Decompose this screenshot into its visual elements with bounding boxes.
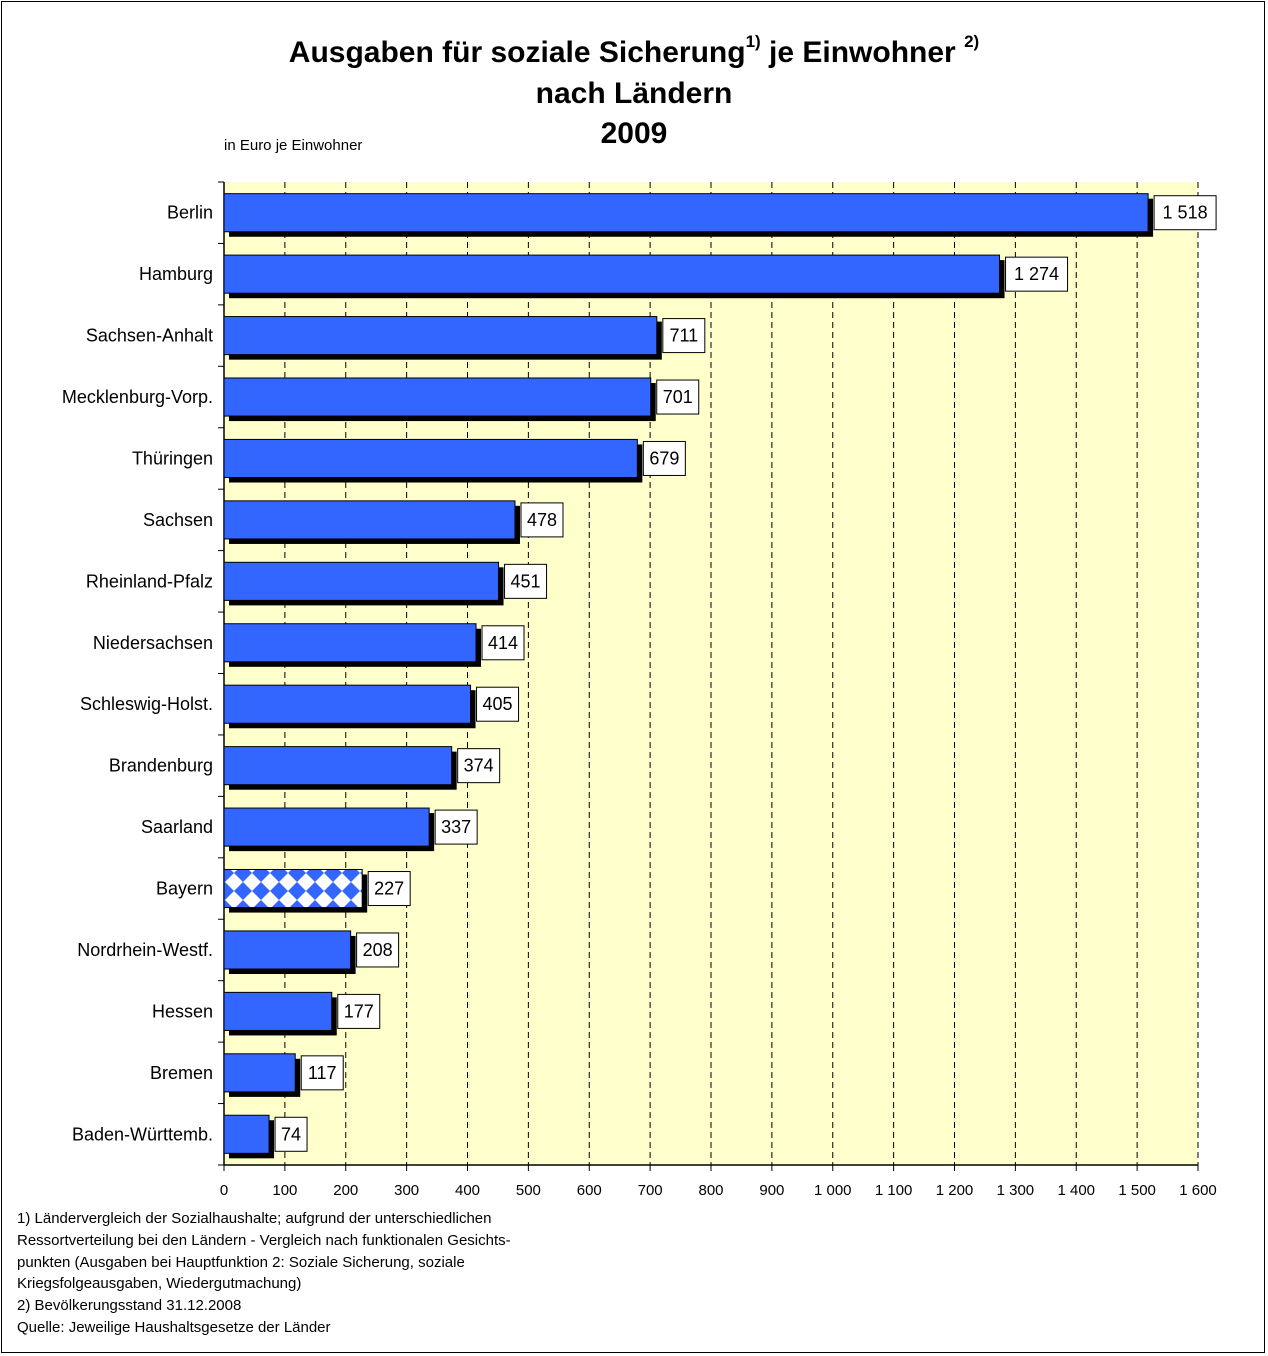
data-label: 711 <box>669 326 698 346</box>
bar <box>223 991 333 1031</box>
data-label: 405 <box>483 694 513 714</box>
data-label: 74 <box>281 1124 301 1144</box>
x-tick-label: 800 <box>698 1182 723 1199</box>
x-tick-label: 1 400 <box>1057 1182 1095 1199</box>
x-tick-label: 600 <box>577 1182 602 1199</box>
x-tick-label: 300 <box>394 1182 419 1199</box>
footnote-line: Kriegsfolgeausgaben, Wiedergutmachung) <box>17 1275 302 1293</box>
bar <box>223 438 638 479</box>
data-label-box <box>356 932 400 968</box>
data-label-box <box>1005 256 1069 292</box>
data-label-box <box>274 1116 308 1152</box>
footnote-line: 1) Ländervergleich der Sozialhaushalte; … <box>17 1210 492 1227</box>
data-label-box <box>662 318 706 354</box>
unit-label: in Euro je Einwohner <box>224 137 363 154</box>
data-label-box <box>476 686 520 722</box>
data-label: 227 <box>374 879 404 899</box>
data-label: 1 274 <box>1014 264 1059 284</box>
bar <box>223 254 1001 294</box>
data-label: 701 <box>663 387 693 407</box>
data-label-box <box>656 379 700 415</box>
category-label: Sachsen-Anhalt <box>86 326 213 346</box>
x-tick-label: 700 <box>638 1182 663 1199</box>
data-label: 679 <box>649 448 679 468</box>
x-tick-label: 200 <box>333 1182 358 1199</box>
x-tick-label: 500 <box>516 1182 541 1199</box>
x-tick-label: 1 500 <box>1118 1182 1156 1199</box>
footnotes: 1) Ländervergleich der Sozialhaushalte; … <box>17 1208 511 1339</box>
category-label: Mecklenburg-Vorp. <box>62 387 213 407</box>
data-label-box <box>337 993 381 1029</box>
category-label: Nordrhein-Westf. <box>77 940 213 960</box>
bar <box>223 377 652 417</box>
bar <box>223 316 658 356</box>
bar-chart: 0 100 200 300 400 500 600 700 800 900 1 000 1 100 1 … <box>62 181 1217 1199</box>
x-tick-label: 100 <box>272 1182 297 1199</box>
chart-title-line1: Ausgaben für soziale Sicherung1) je Einw… <box>288 32 980 69</box>
category-label: Sachsen <box>143 510 213 530</box>
category-label: Bremen <box>150 1063 213 1083</box>
plot-area: 0 100 200 300 400 500 600 700 800 900 1 000 1 100 1 … <box>62 181 1217 1199</box>
footnote-line: punkten (Ausgaben bei Hauptfunktion 2: S… <box>17 1253 465 1271</box>
bar <box>223 746 453 786</box>
bar <box>223 500 516 540</box>
bar <box>223 684 472 724</box>
x-tick-label: 1 100 <box>875 1182 913 1199</box>
category-label: Saarland <box>141 817 213 837</box>
category-label: Rheinland-Pfalz <box>86 571 213 591</box>
chart-title-line2: nach Ländern <box>535 77 733 110</box>
category-label: Thüringen <box>132 448 213 468</box>
x-tick-label: 900 <box>759 1182 784 1199</box>
footnote-line: 2) Bevölkerungsstand 31.12.2008 <box>17 1297 242 1315</box>
category-label: Brandenburg <box>109 756 213 776</box>
data-label-box <box>642 440 686 476</box>
x-tick-label: 1 600 <box>1179 1182 1217 1199</box>
category-label: Schleswig-Holst. <box>80 694 213 714</box>
category-label: Hessen <box>152 1001 213 1021</box>
data-label-box <box>457 748 501 784</box>
footnote-line: Ressortverteilung bei den Ländern - Verg… <box>17 1231 511 1249</box>
data-label: 451 <box>511 571 541 591</box>
x-tick-label: 1 200 <box>936 1182 974 1199</box>
footnote-line: Quelle: Jeweilige Haushaltsgesetze der L… <box>17 1318 331 1336</box>
data-label-box <box>481 625 525 661</box>
data-label: 117 <box>308 1063 337 1083</box>
chart-title-line3: 2009 <box>600 117 668 150</box>
data-label-box <box>300 1055 344 1091</box>
data-label: 414 <box>488 633 518 653</box>
data-label-box <box>434 809 478 845</box>
bar-bayern <box>223 868 363 909</box>
data-label-box <box>1153 195 1217 231</box>
data-label: 1 518 <box>1163 203 1208 223</box>
bar <box>223 193 1149 233</box>
bar <box>223 1114 270 1154</box>
data-label: 208 <box>363 940 393 960</box>
bar <box>223 1053 296 1093</box>
data-label: 337 <box>441 817 471 837</box>
category-label: Berlin <box>167 203 213 223</box>
x-tick-label: 1 000 <box>814 1182 852 1199</box>
data-label-box <box>367 871 411 907</box>
bar <box>223 561 500 601</box>
x-tick-label: 0 <box>220 1182 228 1199</box>
data-label: 478 <box>527 510 557 530</box>
data-label-box <box>520 502 564 538</box>
data-label-box <box>504 563 548 599</box>
bar <box>223 623 477 663</box>
data-label: 374 <box>464 756 494 776</box>
x-tick-label: 1 300 <box>997 1182 1035 1199</box>
category-label: Bayern <box>156 879 213 899</box>
category-label: Niedersachsen <box>93 633 213 653</box>
category-label: Baden-Württemb. <box>72 1124 213 1144</box>
bar <box>223 930 352 970</box>
x-tick-label: 400 <box>455 1182 480 1199</box>
data-label: 177 <box>344 1001 374 1021</box>
bar <box>223 807 430 847</box>
category-label: Hamburg <box>139 264 213 284</box>
